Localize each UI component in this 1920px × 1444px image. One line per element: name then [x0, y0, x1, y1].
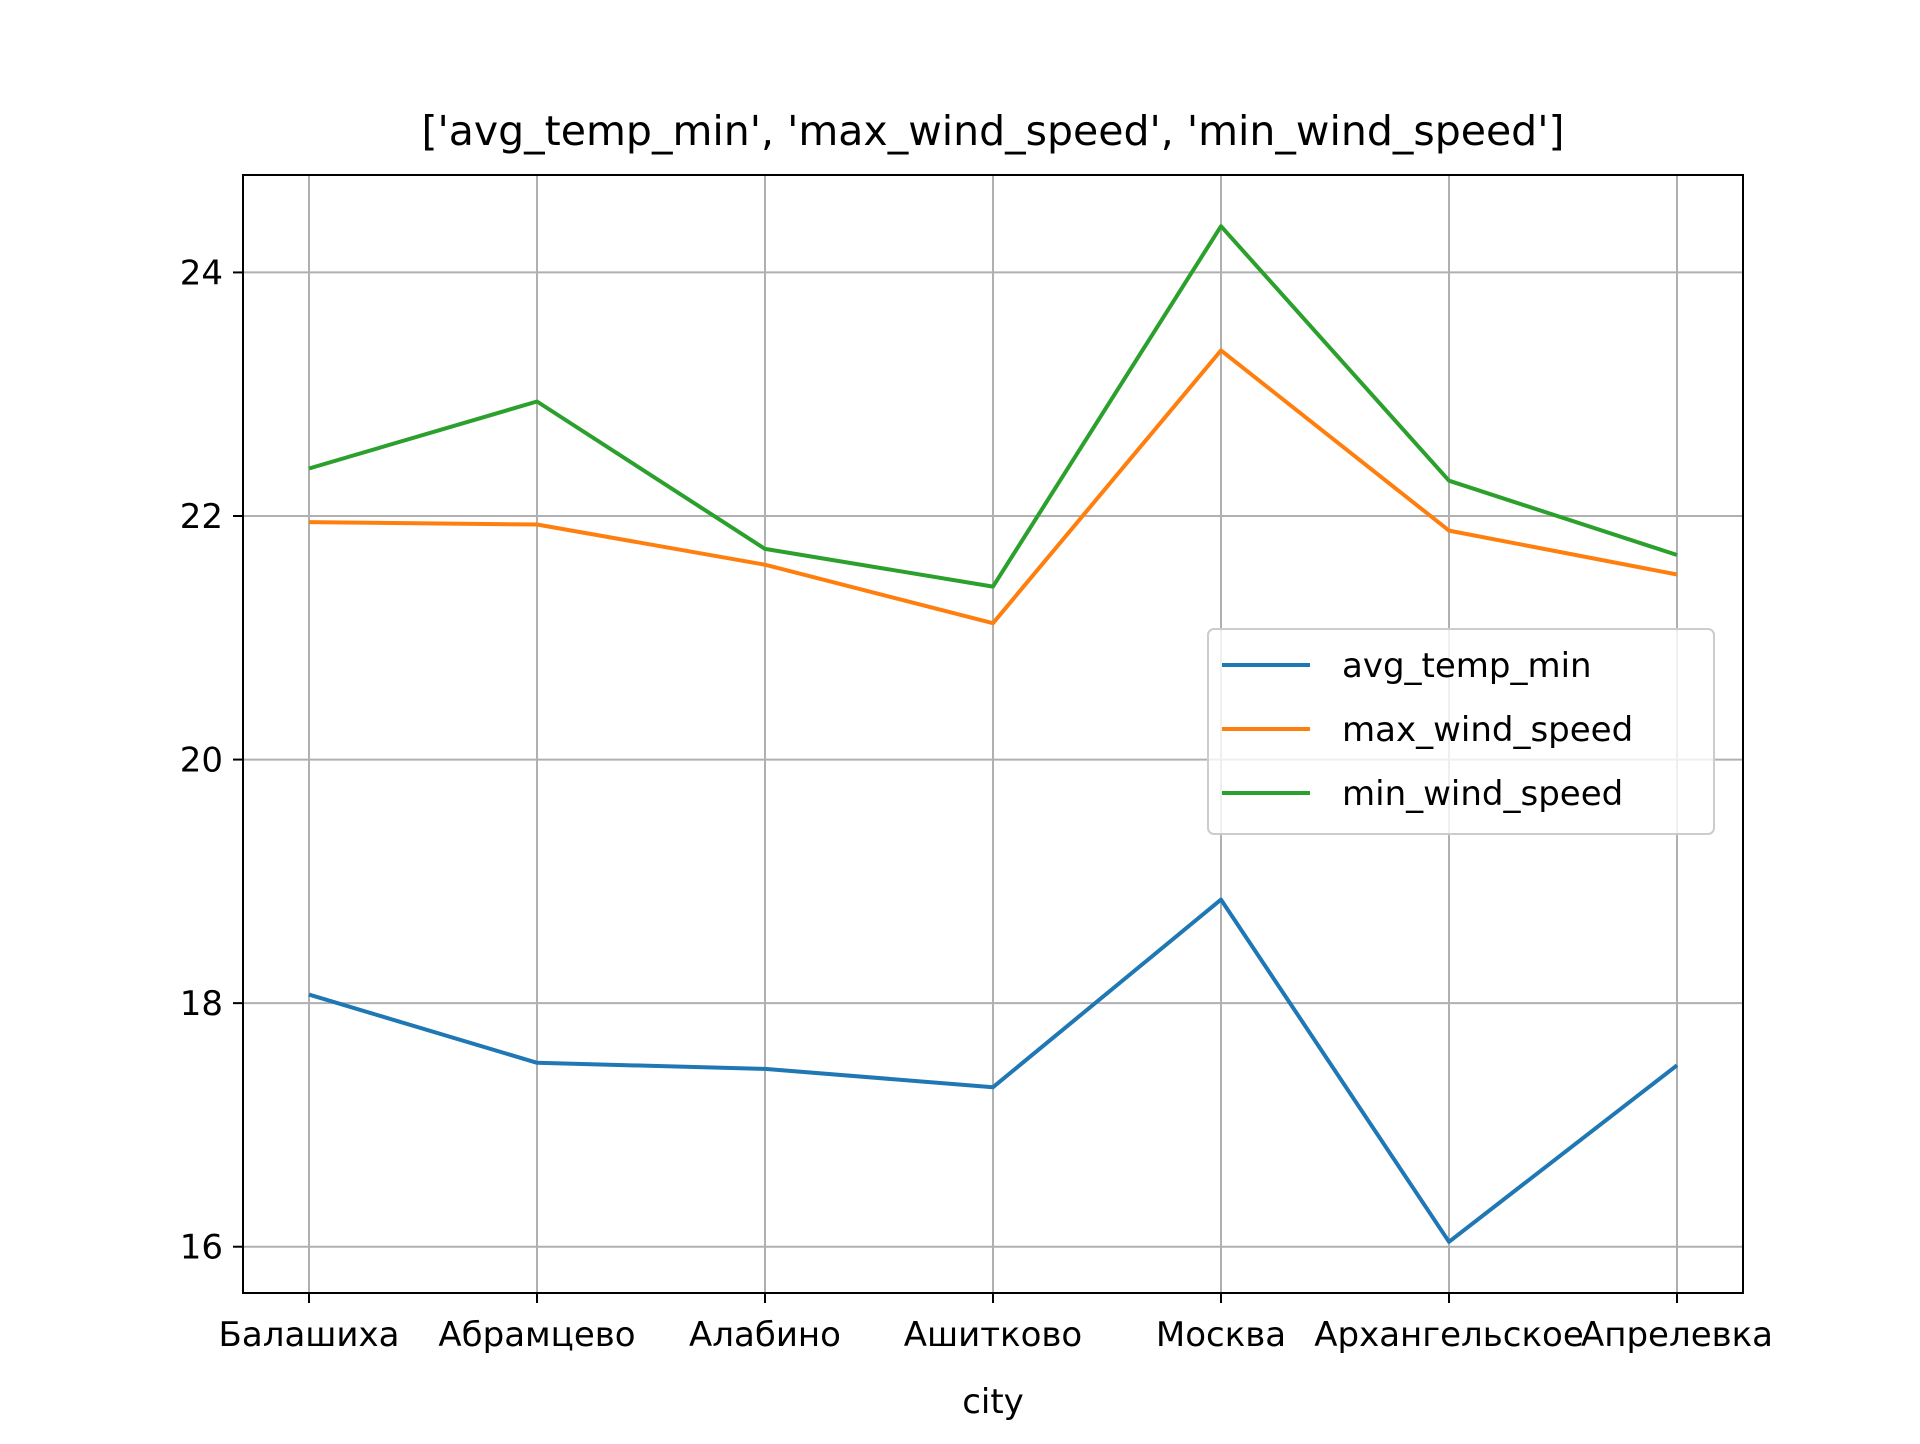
- legend-label-avg-temp-min: avg_temp_min: [1342, 646, 1592, 686]
- x-tick-label: Балашиха: [219, 1315, 400, 1355]
- ticks-layer: Балашиха Абрамцево Алабино Ашитково Москва Ар…: [180, 253, 1773, 1355]
- chart-title: ['avg_temp_min', 'max_wind_speed', 'min_…: [422, 107, 1565, 155]
- y-tick-label: 22: [180, 497, 223, 537]
- x-axis-label: city: [962, 1382, 1024, 1422]
- x-tick-label: Ашитково: [904, 1315, 1082, 1355]
- x-tick-label: Абрамцево: [438, 1315, 635, 1355]
- x-tick-label: Алабино: [689, 1315, 841, 1355]
- x-tick-label: Архангельское: [1314, 1315, 1584, 1355]
- legend-label-max-wind-speed: max_wind_speed: [1342, 710, 1633, 750]
- y-tick-label: 24: [180, 253, 223, 293]
- legend-label-min-wind-speed: min_wind_speed: [1342, 774, 1623, 814]
- x-tick-label: Москва: [1156, 1315, 1286, 1355]
- series-line-max-wind-speed: [308, 348, 1678, 626]
- series-line-min-wind-speed: [308, 224, 1678, 589]
- legend-box: [1207, 628, 1715, 835]
- y-tick-label: 18: [180, 984, 223, 1024]
- legend: avg_temp_min max_wind_speed min_wind_speed: [1207, 628, 1715, 835]
- y-tick-label: 20: [180, 741, 223, 781]
- series-line-avg-temp-min: [308, 897, 1679, 1244]
- series-layer: [308, 224, 1679, 1244]
- y-tick-label: 16: [180, 1228, 223, 1268]
- x-tick-label: Апрелевка: [1581, 1315, 1773, 1355]
